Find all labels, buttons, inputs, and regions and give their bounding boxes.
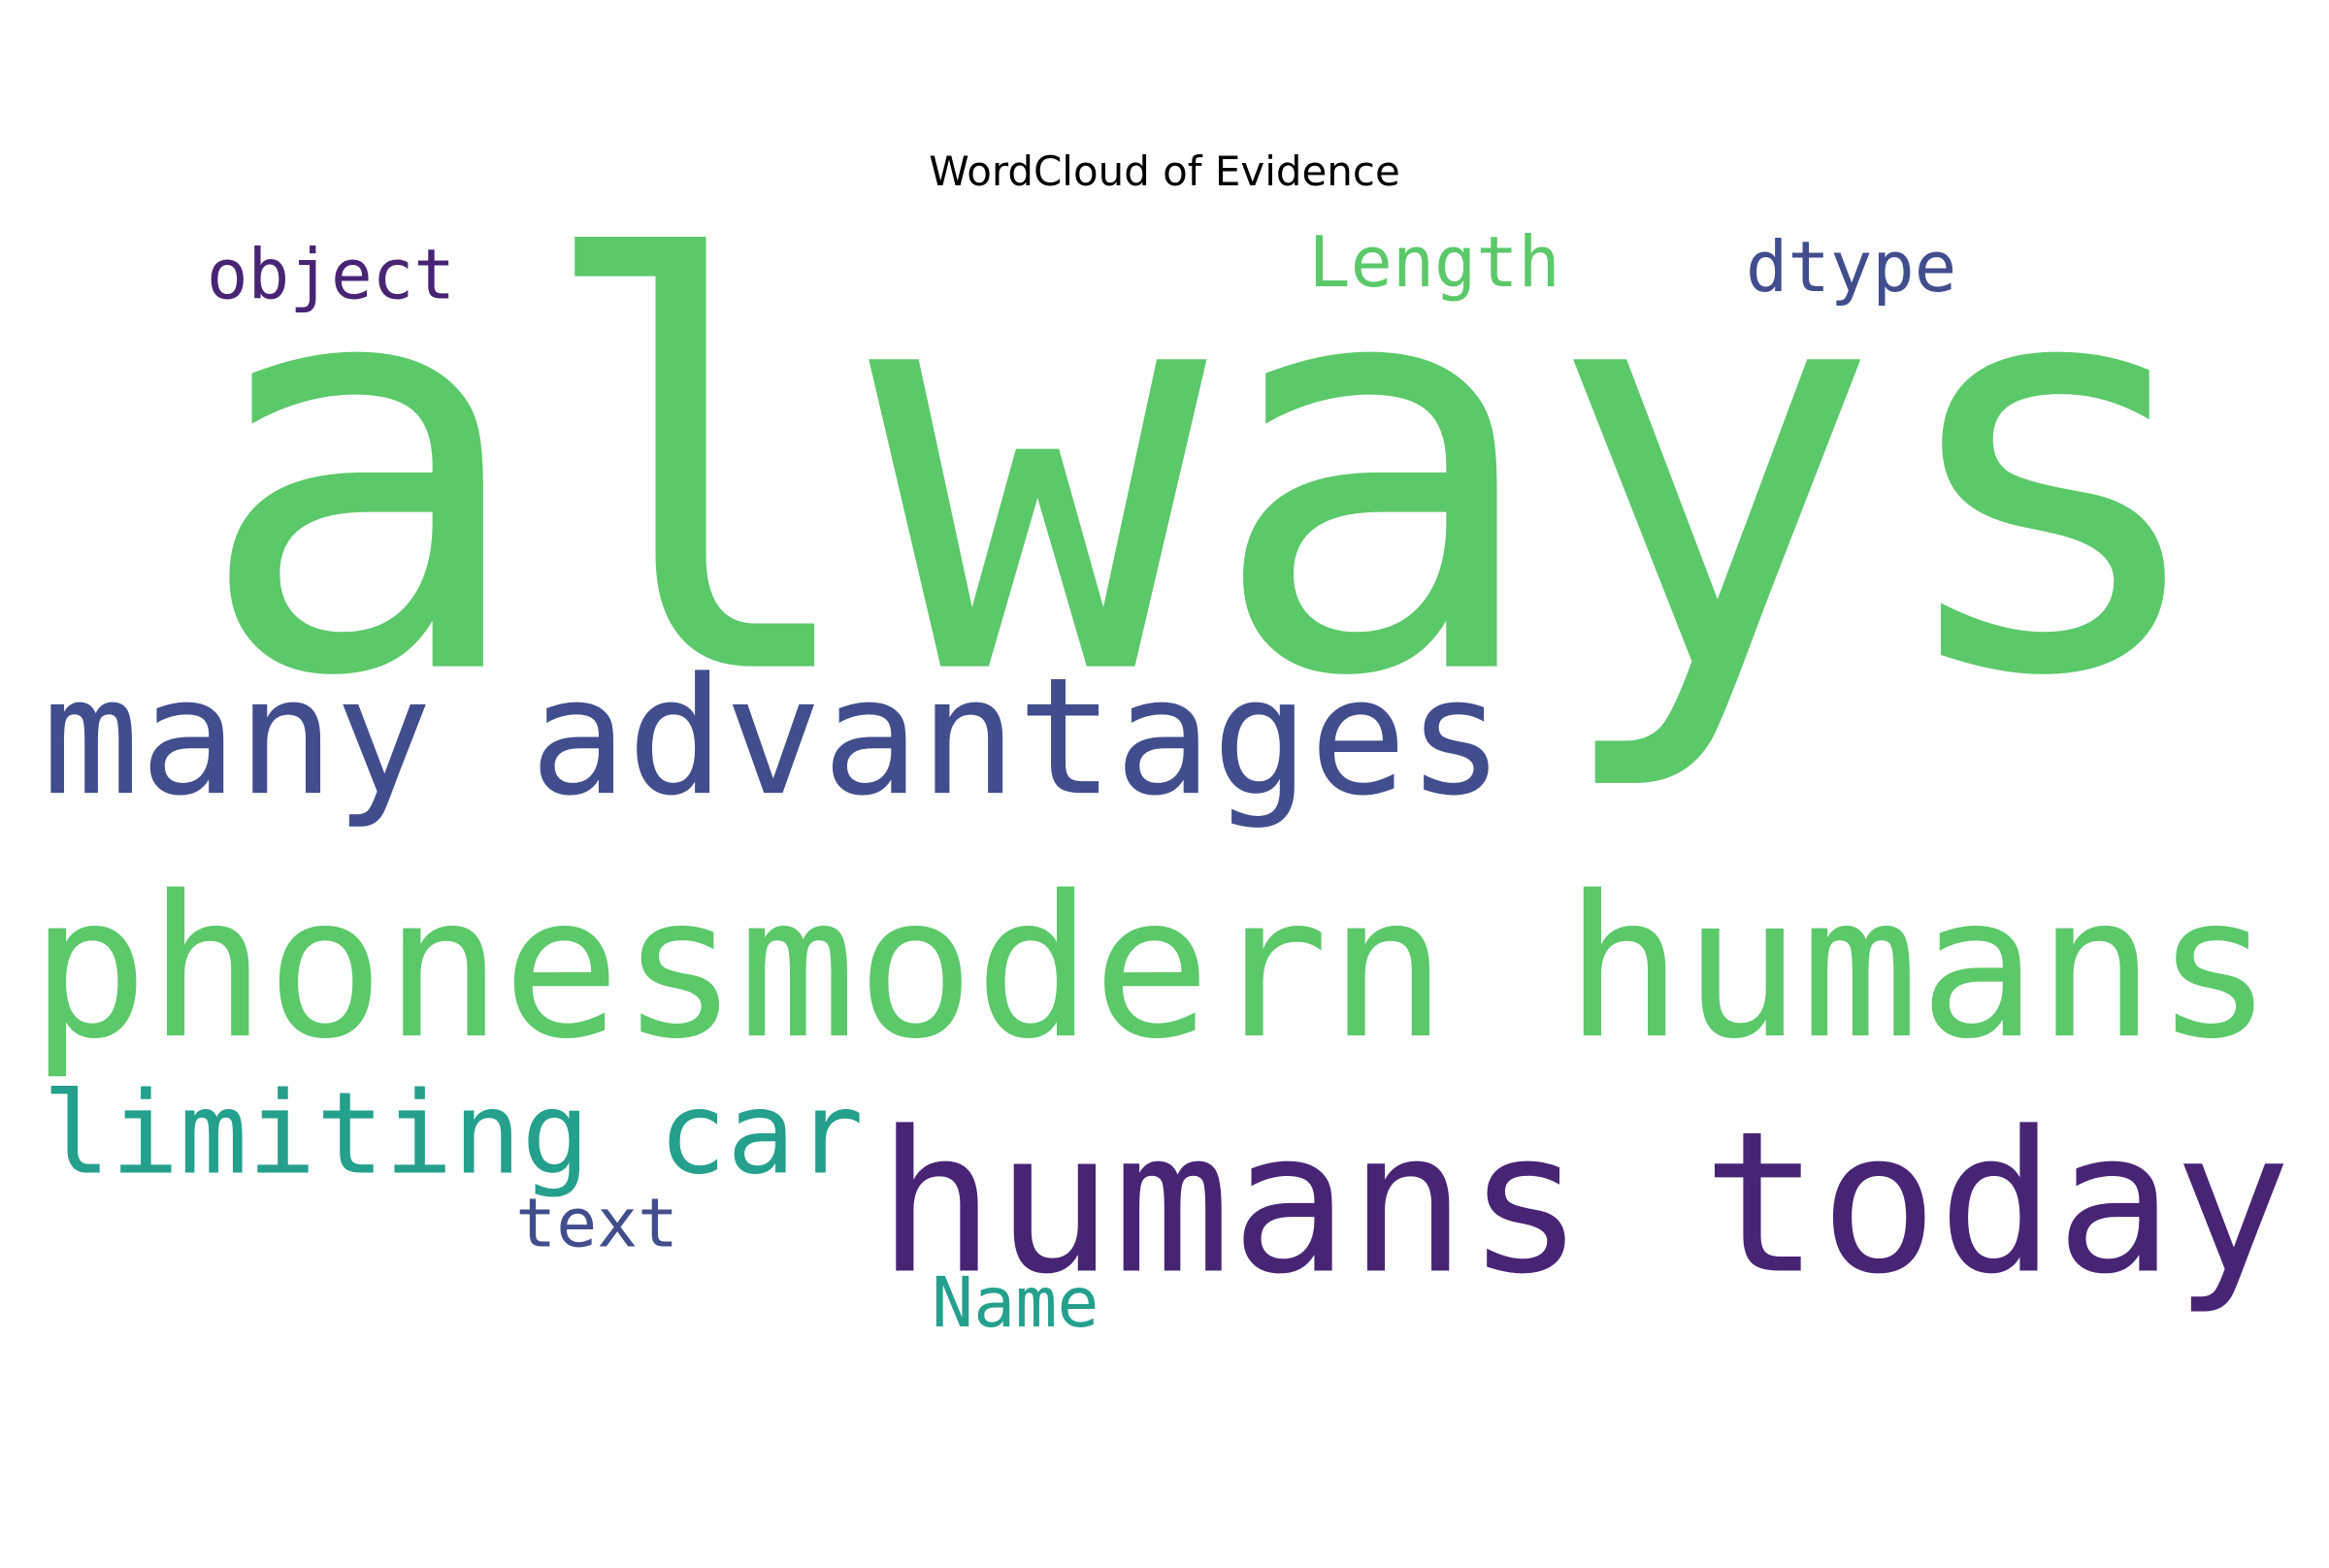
word-phonesmodern-humans: phonesmodern humans [30, 853, 2273, 1082]
word-always: always [193, 147, 2220, 800]
word-object: object [207, 235, 455, 315]
word-many-advantages: many advantages [42, 643, 1504, 832]
word-limiting-car: limiting car [42, 1067, 864, 1200]
word-humans-today: humans today [877, 1090, 2291, 1318]
word-text: text [515, 1185, 678, 1263]
word-dtype: dtype [1746, 227, 1956, 309]
word-length: Length [1308, 221, 1559, 303]
chart-title: WordCloud of Evidence [929, 148, 1400, 196]
word-name: Name [932, 1262, 1099, 1343]
